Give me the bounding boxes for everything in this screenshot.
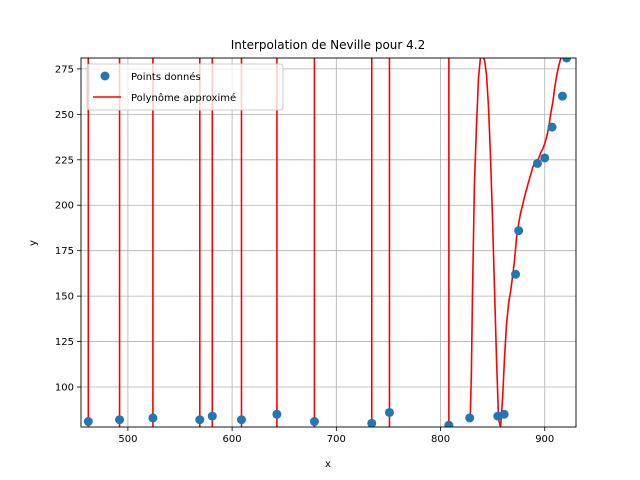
data-point <box>148 413 158 423</box>
data-point <box>499 409 509 419</box>
y-tick-label: 175 <box>55 246 74 257</box>
data-point <box>540 153 550 163</box>
plot-frame <box>80 57 577 428</box>
data-point <box>367 418 377 427</box>
curve-line <box>469 58 562 427</box>
plot-area <box>83 58 572 427</box>
data-point <box>207 411 217 421</box>
legend-marker-points <box>100 71 110 81</box>
data-point <box>444 420 454 427</box>
data-point <box>115 415 125 425</box>
x-axis-label: x <box>325 459 331 470</box>
data-point <box>511 269 521 279</box>
y-tick-label: 150 <box>55 292 74 303</box>
data-point <box>83 417 93 427</box>
data-point <box>272 409 282 419</box>
data-point <box>557 91 567 101</box>
y-tick-label: 125 <box>55 337 74 348</box>
y-tick-label: 225 <box>55 155 74 166</box>
y-tick-label: 275 <box>55 64 74 75</box>
data-point <box>236 415 246 425</box>
data-point <box>384 407 394 417</box>
legend-label-points: Points donnés <box>131 71 201 83</box>
legend-box <box>86 63 284 111</box>
data-point <box>547 122 557 132</box>
y-tick-label: 200 <box>55 201 74 212</box>
data-point <box>514 226 524 236</box>
legend-label-curve: Polynôme approximé <box>131 92 236 104</box>
y-axis-label: y <box>28 240 39 246</box>
data-point <box>562 58 572 63</box>
chart-title: Interpolation de Neville pour 4.2 <box>231 38 425 52</box>
x-tick-label: 900 <box>535 434 554 445</box>
y-tick-label: 100 <box>55 383 74 394</box>
data-point <box>309 417 319 427</box>
legend: Points donnés Polynôme approximé <box>86 63 284 111</box>
x-tick-label: 600 <box>223 434 242 445</box>
data-point <box>195 415 205 425</box>
data-point <box>532 158 542 168</box>
y-tick-label: 250 <box>55 110 74 121</box>
data-point <box>465 413 475 423</box>
x-tick-label: 700 <box>327 434 346 445</box>
x-tick-label: 800 <box>431 434 450 445</box>
x-tick-label: 500 <box>118 434 137 445</box>
